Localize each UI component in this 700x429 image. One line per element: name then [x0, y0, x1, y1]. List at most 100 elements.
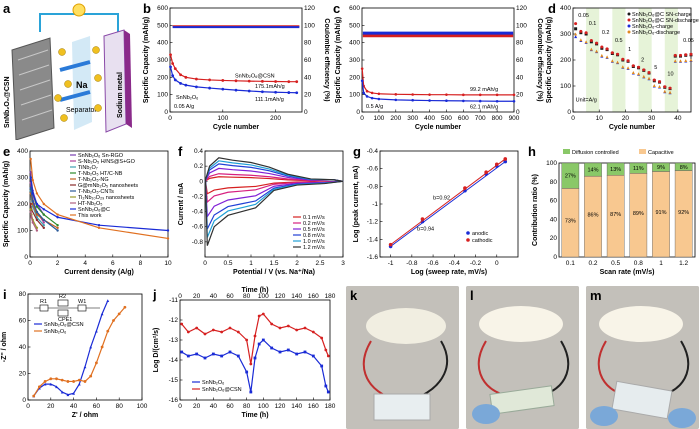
bar-diffusion	[606, 162, 625, 176]
legend-item: 0.1 mV/s	[303, 215, 325, 221]
legend-item: T-Nb₂O₅ HT/C-NB	[78, 171, 123, 177]
chart-h-contribution: h 0 20 40 60 80 100 73% 27% 0.1 86% 14% 0.2 87% 13% 0.5…	[528, 144, 696, 276]
diffusion-point	[253, 334, 257, 338]
comparison-point	[35, 210, 39, 214]
comparison-point	[31, 221, 34, 224]
rate-point	[679, 53, 683, 57]
bar-value-label: 86%	[587, 213, 598, 219]
x-tick-label: 10	[596, 115, 604, 122]
x-tick-label: 4	[83, 260, 87, 267]
panel-label-b: b	[143, 1, 151, 16]
y-tick-label: 600	[157, 5, 168, 12]
rate-point	[663, 85, 667, 89]
diffusion-point	[211, 328, 215, 332]
legend-item: SnNb₂O₆	[44, 329, 66, 335]
rate-point	[579, 29, 583, 33]
comparison-point	[42, 221, 45, 224]
rate-band	[638, 8, 652, 112]
capacity-point	[512, 99, 516, 103]
x-tick-label: 180	[325, 403, 336, 410]
comparison-point	[35, 218, 39, 222]
rate-label: 1	[628, 47, 631, 53]
cv-curve	[204, 157, 344, 246]
diffusion-point	[286, 348, 290, 352]
comparison-point	[35, 213, 39, 216]
capacity-point	[171, 74, 175, 77]
photo-k-led-demo: k	[346, 286, 459, 429]
x-tick-label: 900	[509, 115, 520, 122]
rate-label: 0.2	[602, 30, 610, 36]
y-tick-label: -12	[169, 317, 179, 324]
y-tick-label: 80	[19, 291, 27, 298]
x-tick-label: 0.5	[223, 260, 232, 267]
y-tick-label: 200	[349, 74, 360, 81]
sodium-ions	[54, 46, 102, 122]
rate-point	[626, 66, 630, 70]
legend-item: Capacitive	[648, 150, 674, 156]
chart-c-long-cycling: c0 100 200 300 400 500 600 700 800 90001002003004…	[333, 1, 543, 131]
y-tick-label: -0.2	[192, 193, 204, 200]
rate-point	[637, 65, 641, 69]
diffusion-line	[181, 313, 329, 365]
comparison-point	[56, 226, 59, 230]
x-tick-label: 2	[295, 260, 299, 267]
eis-point	[95, 361, 98, 365]
y-tick-label: 200	[560, 57, 571, 64]
rate-band	[664, 8, 678, 112]
diffusion-point	[326, 354, 330, 358]
rate-point	[621, 57, 625, 61]
capacity-point	[179, 73, 182, 77]
series-label: SnNb₂O₆	[176, 95, 198, 101]
y-tick-label: 0	[567, 109, 571, 116]
y-tick-label: 600	[349, 5, 360, 12]
x-axis-label: Cycle number	[415, 124, 462, 131]
diffusion-point	[295, 328, 299, 332]
diffusion-point	[295, 352, 299, 356]
capacity-point	[295, 80, 299, 84]
data-point	[388, 242, 393, 247]
legend-marker	[627, 30, 631, 34]
comparison-point	[42, 213, 45, 216]
x-tick-label: 3	[341, 260, 345, 267]
rate-point	[600, 45, 604, 49]
y-tick-label: 400	[349, 40, 360, 47]
y-tick-label: 80	[550, 179, 558, 186]
comparison-point	[56, 213, 59, 216]
eis-point	[100, 312, 104, 316]
x-tick-label: 1.2	[679, 260, 688, 267]
capacity-point	[261, 90, 264, 94]
eis-point	[43, 380, 47, 383]
capacity-point	[377, 97, 381, 101]
rate-band	[612, 8, 626, 112]
comparison-point	[166, 237, 170, 240]
y2-tick-label: 60	[304, 57, 312, 64]
diffusion-point	[257, 314, 261, 318]
y-axis-label: Specific Capacity (mAh/g)	[3, 161, 10, 247]
x-tick-label: 200	[270, 115, 281, 122]
legend-item: TiNb₂O₇	[78, 165, 98, 171]
capacity-point	[295, 91, 299, 95]
capacity-point	[169, 65, 172, 69]
led-board-icon	[366, 308, 446, 344]
rate-point	[658, 80, 662, 84]
legend-item: 1.0 mV/s	[303, 239, 325, 245]
x-tick-label: 120	[275, 403, 286, 410]
y2-tick-label: 0	[304, 109, 308, 116]
legend-item: Diffusion controlled	[572, 150, 619, 156]
legend-item: This work	[78, 213, 102, 219]
rate-annotation: 0.05 A/g	[174, 104, 194, 110]
y-tick-label: 100	[546, 160, 557, 167]
glove-hand-icon	[472, 404, 500, 424]
diffusion-point	[249, 390, 253, 394]
rate-point	[673, 59, 677, 63]
capacity-point	[365, 89, 369, 93]
capacity-annotation: 111.1mAh/g	[255, 97, 284, 103]
y-tick-label: -16	[169, 397, 179, 404]
comparison-point	[35, 192, 39, 195]
capacity-point	[171, 62, 175, 65]
capacity-annotation: 175.1mAh/g	[255, 84, 285, 90]
eis-point	[89, 374, 93, 378]
x-tick-label: -0.4	[449, 260, 461, 267]
capacity-point	[287, 80, 291, 84]
panel-label-j: j	[152, 287, 157, 302]
